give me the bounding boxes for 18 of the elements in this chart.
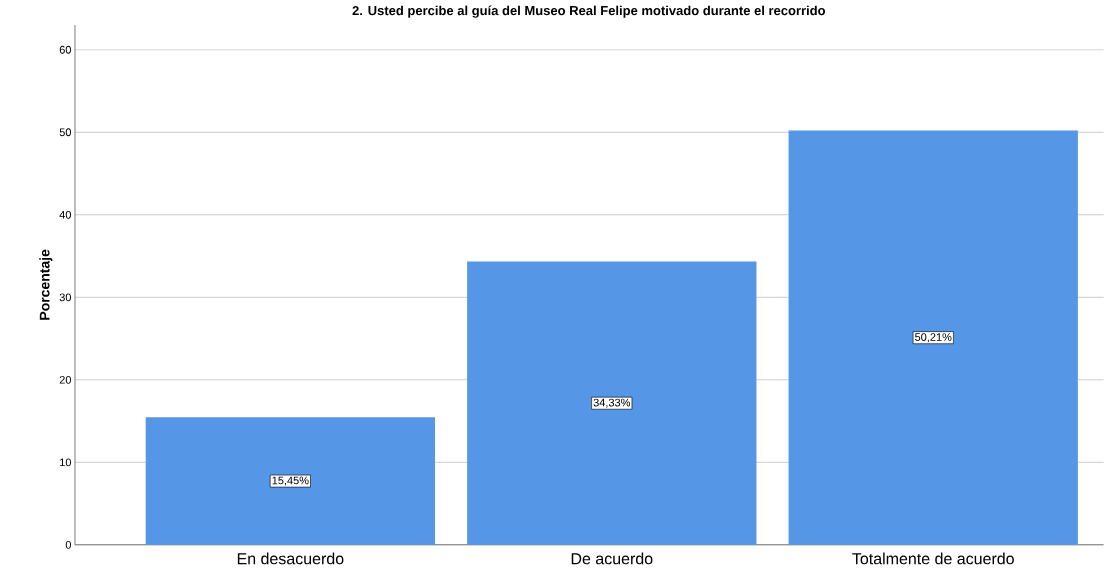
x-tick-label: De acuerdo: [571, 552, 653, 565]
data-label: 15,45%: [272, 476, 309, 486]
data-label: 50,21%: [915, 333, 952, 343]
x-tick-label: En desacuerdo: [237, 552, 344, 565]
bar: [467, 261, 757, 545]
y-tick-label: 60: [59, 45, 71, 54]
data-label: 34,33%: [593, 398, 631, 408]
y-axis-title: Porcentaje: [39, 249, 53, 320]
y-tick-label: 20: [59, 376, 71, 384]
y-tick-label: 50: [59, 128, 71, 137]
y-tick-label: 10: [60, 458, 71, 467]
x-tick-label: Totalmente de acuerdo: [852, 552, 1014, 565]
chart-title: 2. Usted percibe al guía del Museo Real Felipe motivado durante el recorrido: [352, 5, 826, 18]
bar: [145, 417, 435, 545]
y-tick-label: 0: [65, 541, 71, 549]
y-tick-label: 30: [59, 293, 71, 302]
y-tick-label: 40: [59, 210, 71, 219]
bar: [788, 130, 1078, 545]
